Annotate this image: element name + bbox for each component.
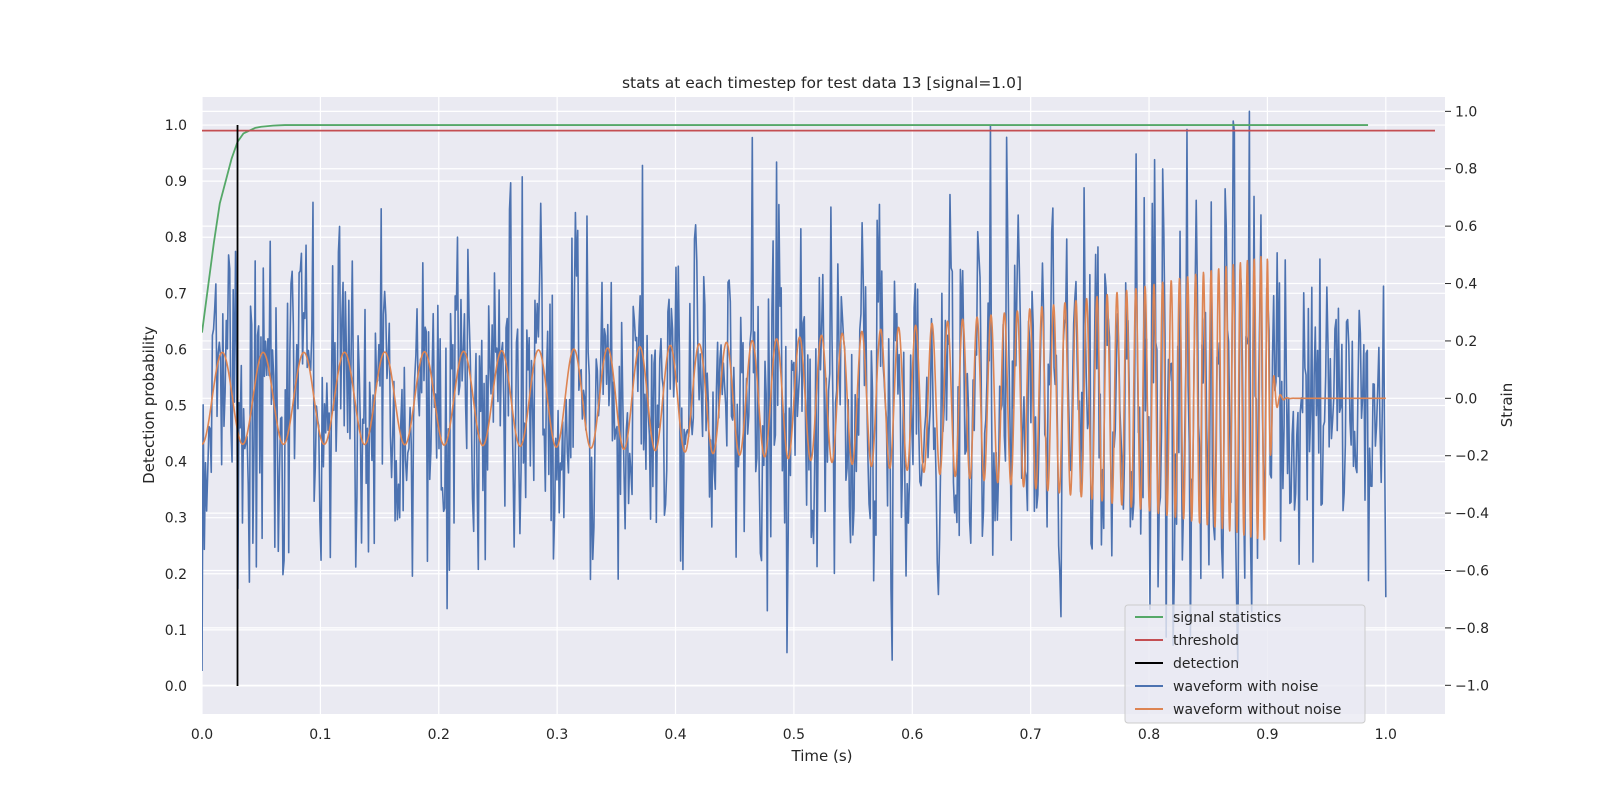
y-tick-label-right: 0.8 <box>1455 162 1477 178</box>
y-tick-label-right: −0.8 <box>1455 621 1489 637</box>
ticks: 0.0 0.1 0.2 0.3 0.4 0.5 0.6 0.7 0.8 0.9 1.0 0.0 0.1 0… <box>165 104 1489 743</box>
x-axis-label: Time (s) <box>791 747 853 765</box>
x-tick-label: 0.2 <box>428 727 450 743</box>
x-tick-label: 0.3 <box>546 727 568 743</box>
y-tick-label-right: 0.6 <box>1455 219 1477 235</box>
x-tick-label: 0.9 <box>1256 727 1278 743</box>
y-tick-label-right: 0.4 <box>1455 277 1477 293</box>
y-tick-label-right: 0.0 <box>1455 391 1477 407</box>
chart-title: stats at each timestep for test data 13 … <box>622 74 1022 92</box>
x-tick-label: 0.0 <box>191 727 213 743</box>
series-waveform-with-noise <box>202 110 1387 671</box>
series-signal-statistics <box>202 124 1369 333</box>
legend-label: detection <box>1173 656 1239 672</box>
y-tick-label-right: 0.2 <box>1455 334 1477 350</box>
y-tick-label-right: 1.0 <box>1455 104 1477 120</box>
legend-label: signal statistics <box>1173 610 1281 626</box>
y-tick-label-left: 0.9 <box>165 174 187 190</box>
y-tick-label-right: −0.2 <box>1455 449 1489 465</box>
y-tick-label-left: 0.8 <box>165 230 187 246</box>
y-tick-label-left: 0.7 <box>165 286 187 302</box>
legend-label: threshold <box>1173 633 1239 649</box>
y-tick-label-right: −0.4 <box>1455 506 1489 522</box>
x-tick-label: 0.8 <box>1138 727 1160 743</box>
x-tick-label: 0.7 <box>1020 727 1042 743</box>
legend-box <box>1124 604 1366 724</box>
y-tick-label-left: 0.6 <box>165 342 187 358</box>
legend: signal statistics threshold detection wavef… <box>1124 604 1366 724</box>
y-tick-label-left: 0.1 <box>165 623 187 639</box>
x-tick-label: 0.4 <box>664 727 686 743</box>
x-tick-label: 1.0 <box>1375 727 1397 743</box>
y-tick-label-left: 0.4 <box>165 455 187 471</box>
series-waveform-without-noise <box>202 255 1387 541</box>
legend-label: waveform without noise <box>1173 702 1341 718</box>
y-tick-label-right: −0.6 <box>1455 564 1489 580</box>
y-tick-label-left: 1.0 <box>165 118 187 134</box>
plot-area <box>202 110 1435 686</box>
legend-label: waveform with noise <box>1173 679 1318 695</box>
x-tick-label: 0.6 <box>901 727 923 743</box>
y-tick-label-left: 0.3 <box>165 511 187 527</box>
x-tick-label: 0.1 <box>309 727 331 743</box>
y-tick-label-left: 0.5 <box>165 399 187 415</box>
y-tick-label-left: 0.2 <box>165 567 187 583</box>
y-tick-label-left: 0.0 <box>165 679 187 695</box>
y-tick-label-right: −1.0 <box>1455 678 1489 694</box>
x-tick-label: 0.5 <box>783 727 805 743</box>
y-axis-left-label: Detection probability <box>140 326 158 484</box>
y-axis-right-label: Strain <box>1498 383 1516 427</box>
